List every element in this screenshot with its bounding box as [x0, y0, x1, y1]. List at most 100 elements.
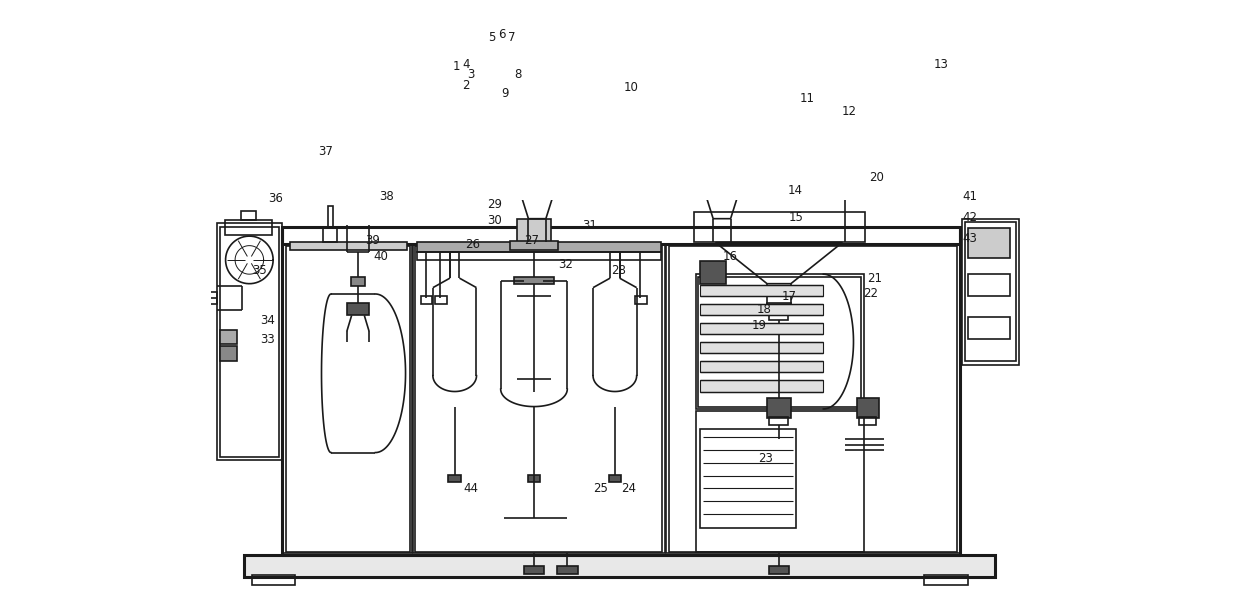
Bar: [924, 575, 967, 585]
Bar: [517, 218, 552, 243]
Bar: [968, 228, 1009, 258]
Text: 40: 40: [373, 250, 388, 263]
Bar: [634, 73, 650, 84]
Text: 1: 1: [453, 60, 460, 73]
Text: 28: 28: [611, 263, 626, 276]
Text: 38: 38: [379, 190, 394, 203]
Bar: [609, 475, 621, 482]
Bar: [768, 398, 791, 419]
Bar: [290, 243, 407, 250]
Bar: [701, 304, 823, 316]
Bar: [420, 297, 433, 304]
Bar: [417, 243, 661, 252]
Text: 10: 10: [624, 81, 639, 94]
Bar: [490, 41, 521, 50]
Bar: [497, 73, 513, 84]
Bar: [701, 342, 823, 353]
Text: 25: 25: [593, 482, 608, 495]
Bar: [701, 381, 823, 391]
Bar: [680, 41, 712, 50]
Bar: [769, 566, 790, 574]
Text: 36: 36: [268, 192, 283, 205]
Text: 13: 13: [934, 57, 949, 70]
Text: 16: 16: [723, 250, 738, 263]
Text: 44: 44: [463, 482, 479, 495]
Text: 8: 8: [515, 68, 522, 81]
Bar: [252, 575, 295, 585]
Text: 17: 17: [781, 290, 797, 303]
Text: 4: 4: [463, 57, 470, 70]
Bar: [632, 115, 813, 146]
Text: 21: 21: [868, 272, 883, 285]
Bar: [513, 41, 546, 50]
Bar: [224, 220, 273, 234]
Text: 3: 3: [467, 68, 474, 81]
Bar: [351, 276, 365, 286]
Text: 37: 37: [317, 145, 332, 158]
Bar: [661, 73, 677, 84]
Bar: [965, 222, 1016, 361]
Text: 33: 33: [260, 333, 275, 346]
Bar: [770, 311, 789, 320]
Bar: [968, 274, 1009, 297]
Text: 11: 11: [800, 92, 815, 105]
Bar: [219, 227, 279, 456]
Bar: [324, 228, 337, 243]
Bar: [769, 73, 785, 84]
Bar: [474, 73, 490, 84]
Bar: [241, 211, 257, 220]
Bar: [413, 244, 665, 554]
Bar: [770, 417, 789, 425]
Bar: [521, 73, 537, 84]
Bar: [415, 246, 662, 552]
Bar: [653, 41, 684, 50]
Bar: [859, 417, 877, 425]
Bar: [208, 292, 217, 304]
Bar: [417, 252, 661, 260]
Text: 12: 12: [841, 105, 857, 118]
Bar: [962, 218, 1019, 365]
Bar: [537, 41, 569, 50]
Text: 32: 32: [558, 258, 573, 271]
Text: 30: 30: [487, 214, 502, 227]
Bar: [707, 41, 739, 50]
Text: 26: 26: [465, 237, 480, 250]
Bar: [701, 429, 796, 528]
Text: 14: 14: [789, 185, 804, 197]
Text: 23: 23: [758, 452, 773, 465]
Bar: [284, 244, 412, 554]
Bar: [701, 285, 823, 297]
Text: 9: 9: [502, 87, 510, 100]
Text: 31: 31: [582, 218, 596, 231]
Bar: [635, 297, 646, 304]
Bar: [347, 303, 370, 316]
Text: 7: 7: [508, 31, 516, 44]
Bar: [768, 303, 791, 312]
Bar: [688, 73, 703, 84]
Text: 24: 24: [621, 482, 636, 495]
Text: 39: 39: [366, 234, 381, 247]
Bar: [219, 346, 238, 361]
Text: 29: 29: [487, 198, 502, 211]
Bar: [327, 206, 332, 228]
Bar: [557, 566, 578, 574]
Bar: [510, 241, 558, 250]
Bar: [528, 475, 541, 482]
Bar: [546, 73, 560, 84]
Text: 5: 5: [489, 31, 496, 44]
Bar: [701, 361, 823, 372]
Bar: [666, 244, 960, 554]
Text: 34: 34: [260, 314, 275, 327]
Text: 41: 41: [962, 190, 977, 203]
Text: 35: 35: [252, 263, 267, 276]
Bar: [734, 41, 765, 50]
Bar: [515, 277, 554, 284]
Bar: [244, 555, 996, 577]
Bar: [701, 262, 725, 284]
Bar: [694, 213, 864, 243]
Bar: [668, 246, 957, 552]
Text: 22: 22: [863, 288, 878, 301]
Text: 2: 2: [463, 79, 470, 92]
Bar: [714, 73, 730, 84]
Text: 6: 6: [498, 28, 506, 41]
